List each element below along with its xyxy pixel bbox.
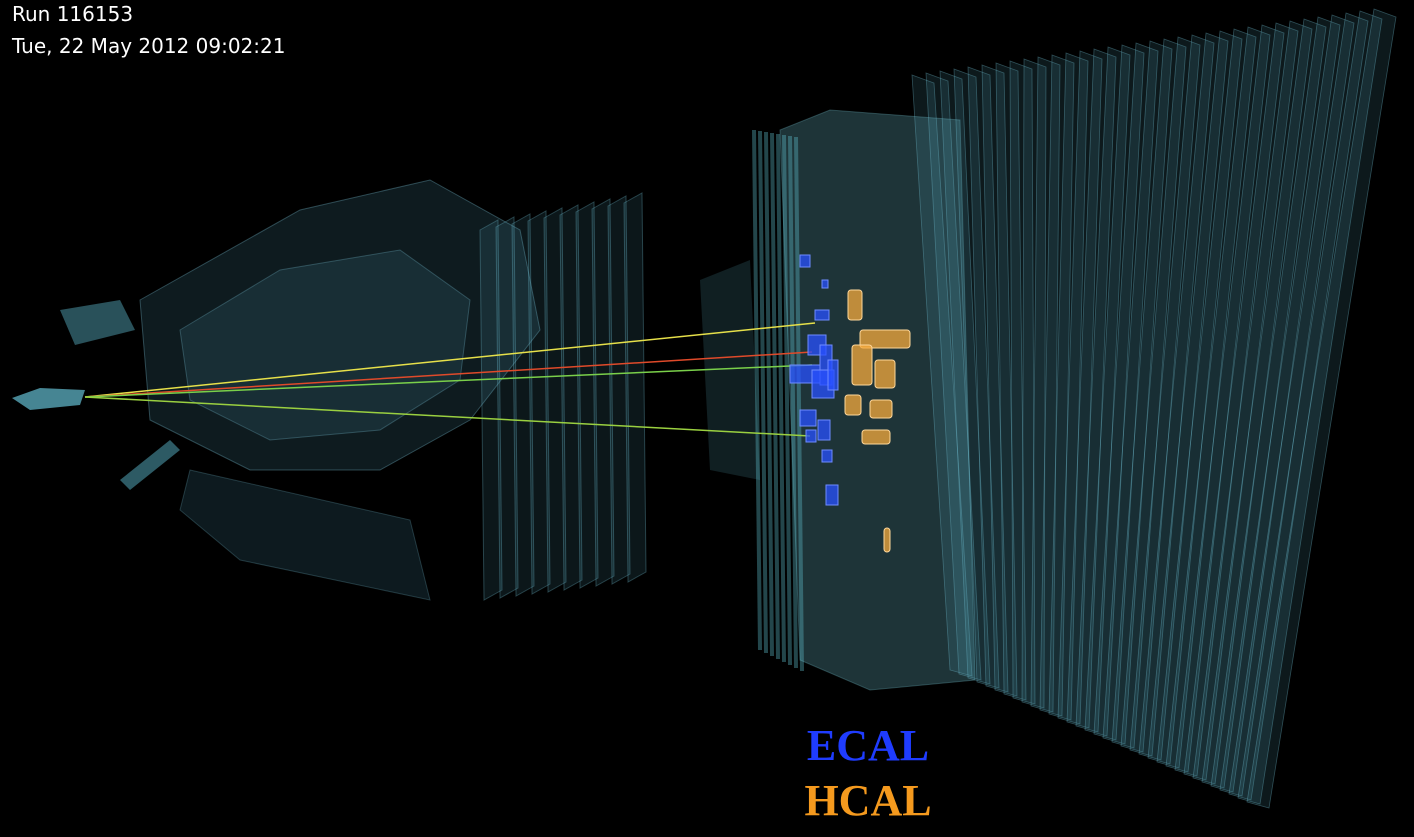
hcal-hit [861, 429, 891, 445]
hcal-hit [851, 344, 873, 386]
ecal-hit [821, 279, 829, 289]
plate [1183, 22, 1299, 781]
ecal-hits [789, 254, 839, 506]
plate [1009, 60, 1036, 705]
track [84, 351, 813, 398]
plate [1219, 14, 1355, 797]
plate [1147, 30, 1243, 765]
hcal-hit [883, 527, 891, 553]
tracks [84, 322, 816, 437]
plate [623, 192, 647, 583]
plate [770, 133, 780, 659]
detector [12, 8, 1397, 809]
track [84, 322, 816, 398]
plate [1093, 42, 1159, 741]
plate [1201, 18, 1327, 789]
plate [1057, 50, 1103, 725]
plate [1030, 56, 1061, 713]
plate [511, 213, 535, 597]
plate [1039, 54, 1075, 717]
ecal-hit [814, 309, 830, 321]
hcal-hit [874, 359, 896, 389]
hcal-hit [859, 329, 911, 349]
plate [981, 64, 1018, 697]
plate [1120, 36, 1201, 753]
plate [1156, 28, 1257, 769]
plate [925, 72, 982, 681]
left-plates [479, 192, 647, 601]
hcal-hit [847, 289, 863, 321]
ecal-hit [817, 419, 831, 441]
hcal-label: HCAL [804, 776, 931, 825]
ecal-hit [799, 409, 817, 427]
plate [1066, 48, 1117, 729]
outer-shell [139, 179, 541, 471]
forward-patch [120, 440, 180, 490]
ecal-label: ECAL [807, 721, 929, 770]
track [84, 364, 813, 398]
plate [1084, 44, 1145, 737]
track [84, 396, 811, 437]
plate [1210, 16, 1341, 793]
plate [1129, 34, 1215, 757]
mid-plates [752, 130, 804, 671]
plate [782, 135, 792, 665]
right-plates [911, 8, 1397, 809]
ecal-hit [827, 359, 839, 391]
plate [1246, 8, 1397, 809]
ecal-hit [799, 254, 811, 268]
ecal-hit [825, 484, 839, 506]
plate [1021, 58, 1047, 709]
plate [967, 66, 1009, 693]
plate [1174, 24, 1285, 777]
plate [591, 198, 615, 587]
plate [995, 62, 1027, 701]
beam-spot [12, 388, 85, 410]
plate [1138, 32, 1229, 761]
plate [1102, 40, 1173, 745]
plate [543, 207, 567, 593]
plate [752, 130, 762, 650]
plate [758, 131, 768, 653]
plate [1165, 26, 1271, 773]
hcal-hits [844, 289, 911, 553]
timestamp: Tue, 22 May 2012 09:02:21 [11, 34, 285, 58]
plate [788, 136, 798, 668]
plate [575, 201, 599, 589]
plate [1228, 12, 1369, 801]
plate [911, 74, 973, 677]
plate [953, 68, 1000, 689]
ecal-hit [821, 449, 833, 463]
hcal-hit [869, 399, 893, 419]
plate [794, 137, 804, 671]
plate [1075, 46, 1131, 733]
plate [764, 132, 774, 656]
plate [1237, 10, 1383, 805]
plate [559, 204, 583, 591]
endcap-patch [60, 300, 135, 345]
hcal-hit [844, 394, 862, 416]
lower-slab [179, 469, 431, 601]
plate [479, 219, 503, 601]
plate [607, 195, 631, 585]
run-number: Run 116153 [12, 2, 133, 26]
plate [1048, 52, 1089, 721]
plate [776, 134, 786, 662]
ecal-hit [805, 429, 817, 443]
plate [1111, 38, 1187, 749]
mid-layer [700, 260, 760, 480]
plate [495, 216, 519, 599]
plate [527, 210, 551, 595]
plate [1192, 20, 1313, 785]
plate [939, 70, 991, 685]
